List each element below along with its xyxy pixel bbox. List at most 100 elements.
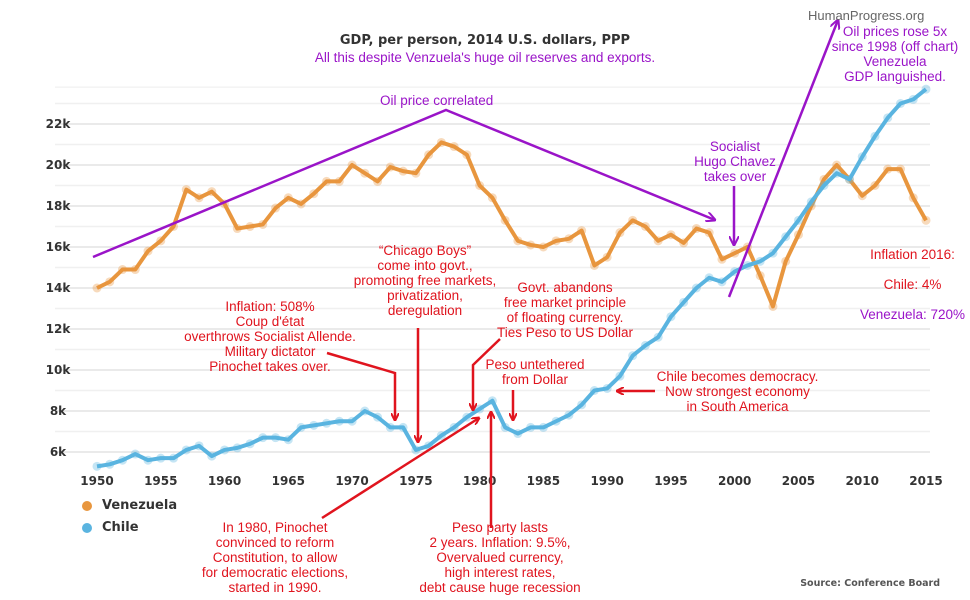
venezuela-data-point[interactable]	[271, 203, 281, 213]
venezuela-data-point[interactable]	[360, 168, 370, 178]
chile-data-point[interactable]	[436, 431, 446, 441]
venezuela-data-point[interactable]	[908, 193, 918, 203]
chile-data-point[interactable]	[373, 412, 383, 422]
venezuela-data-point[interactable]	[475, 181, 485, 190]
venezuela-data-point[interactable]	[679, 238, 689, 248]
venezuela-data-point[interactable]	[500, 215, 510, 225]
chile-data-point[interactable]	[870, 131, 880, 141]
chile-data-point[interactable]	[220, 445, 230, 455]
venezuela-data-point[interactable]	[551, 236, 561, 246]
chile-data-point[interactable]	[908, 94, 918, 104]
venezuela-data-point[interactable]	[857, 191, 867, 201]
venezuela-data-point[interactable]	[436, 137, 446, 147]
chile-data-point[interactable]	[105, 459, 115, 469]
chile-data-point[interactable]	[883, 113, 893, 123]
chile-data-point[interactable]	[589, 386, 599, 395]
venezuela-data-point[interactable]	[385, 162, 395, 172]
chile-data-point[interactable]	[832, 168, 842, 178]
chile-data-point[interactable]	[296, 422, 306, 432]
venezuela-data-point[interactable]	[296, 199, 306, 209]
venezuela-data-point[interactable]	[653, 236, 663, 246]
chile-data-point[interactable]	[895, 99, 905, 108]
chile-data-point[interactable]	[118, 455, 128, 465]
chile-data-point[interactable]	[169, 453, 179, 463]
chile-data-point[interactable]	[691, 283, 701, 293]
venezuela-data-point[interactable]	[832, 160, 842, 170]
chile-data-point[interactable]	[704, 273, 714, 283]
chile-data-point[interactable]	[793, 215, 803, 225]
chile-data-point[interactable]	[462, 412, 472, 422]
chile-data-point[interactable]	[271, 433, 281, 443]
venezuela-data-point[interactable]	[691, 224, 701, 234]
chile-data-point[interactable]	[717, 277, 727, 287]
venezuela-data-point[interactable]	[640, 222, 650, 231]
chile-data-point[interactable]	[194, 441, 204, 451]
venezuela-data-point[interactable]	[156, 236, 166, 246]
venezuela-data-point[interactable]	[373, 176, 383, 186]
chile-data-point[interactable]	[513, 429, 523, 439]
venezuela-data-point[interactable]	[398, 166, 408, 176]
chile-data-point[interactable]	[653, 332, 663, 342]
venezuela-data-point[interactable]	[704, 228, 714, 238]
chile-data-point[interactable]	[181, 445, 191, 455]
venezuela-data-point[interactable]	[793, 230, 803, 240]
venezuela-data-point[interactable]	[755, 271, 765, 281]
venezuela-data-point[interactable]	[207, 187, 217, 197]
chile-data-point[interactable]	[245, 439, 255, 449]
chile-data-point[interactable]	[283, 435, 293, 445]
venezuela-data-point[interactable]	[717, 254, 727, 264]
venezuela-data-point[interactable]	[487, 193, 497, 203]
legend-item-chile[interactable]: Chile	[82, 520, 139, 535]
chile-data-point[interactable]	[360, 406, 370, 416]
chile-data-point[interactable]	[615, 371, 625, 381]
venezuela-data-point[interactable]	[921, 215, 931, 225]
chile-data-point[interactable]	[207, 451, 217, 461]
chile-data-point[interactable]	[577, 400, 587, 410]
chile-data-point[interactable]	[232, 443, 242, 453]
chile-data-point[interactable]	[309, 420, 319, 430]
chile-data-point[interactable]	[551, 416, 561, 426]
chile-data-point[interactable]	[156, 453, 166, 463]
chile-data-point[interactable]	[666, 312, 676, 322]
venezuela-data-point[interactable]	[181, 185, 191, 195]
venezuela-data-point[interactable]	[309, 189, 319, 199]
chile-data-point[interactable]	[921, 84, 931, 94]
chile-data-point[interactable]	[819, 181, 829, 190]
chile-data-point[interactable]	[564, 410, 574, 420]
venezuela-data-point[interactable]	[768, 301, 778, 311]
venezuela-data-point[interactable]	[283, 193, 293, 203]
venezuela-data-point[interactable]	[105, 277, 115, 287]
venezuela-data-point[interactable]	[602, 252, 612, 262]
venezuela-data-point[interactable]	[130, 265, 140, 275]
venezuela-data-point[interactable]	[92, 283, 102, 293]
legend-item-venezuela[interactable]: Venezuela	[82, 498, 177, 513]
chile-data-point[interactable]	[475, 404, 485, 414]
chile-data-point[interactable]	[806, 197, 816, 207]
chile-data-point[interactable]	[602, 383, 612, 393]
venezuela-data-point[interactable]	[513, 236, 523, 246]
venezuela-data-point[interactable]	[462, 150, 472, 160]
venezuela-data-point[interactable]	[232, 224, 242, 234]
chile-data-point[interactable]	[92, 461, 102, 471]
venezuela-data-point[interactable]	[730, 248, 740, 258]
venezuela-data-point[interactable]	[411, 168, 421, 178]
chile-data-point[interactable]	[449, 422, 459, 432]
chile-data-point[interactable]	[130, 449, 140, 459]
venezuela-data-point[interactable]	[870, 181, 880, 190]
chile-data-point[interactable]	[334, 416, 344, 426]
chile-data-point[interactable]	[347, 416, 357, 426]
chile-data-point[interactable]	[755, 256, 765, 266]
venezuela-data-point[interactable]	[194, 193, 204, 203]
chile-data-point[interactable]	[411, 445, 421, 455]
venezuela-data-point[interactable]	[347, 160, 357, 170]
venezuela-data-point[interactable]	[334, 176, 344, 186]
chile-data-point[interactable]	[768, 248, 778, 258]
chile-data-point[interactable]	[526, 422, 536, 432]
venezuela-data-point[interactable]	[143, 246, 153, 256]
venezuela-data-point[interactable]	[538, 242, 548, 252]
venezuela-data-point[interactable]	[526, 240, 536, 250]
venezuela-data-point[interactable]	[322, 176, 332, 186]
chile-data-point[interactable]	[258, 433, 268, 443]
chile-data-point[interactable]	[385, 422, 395, 432]
venezuela-data-point[interactable]	[424, 150, 434, 160]
